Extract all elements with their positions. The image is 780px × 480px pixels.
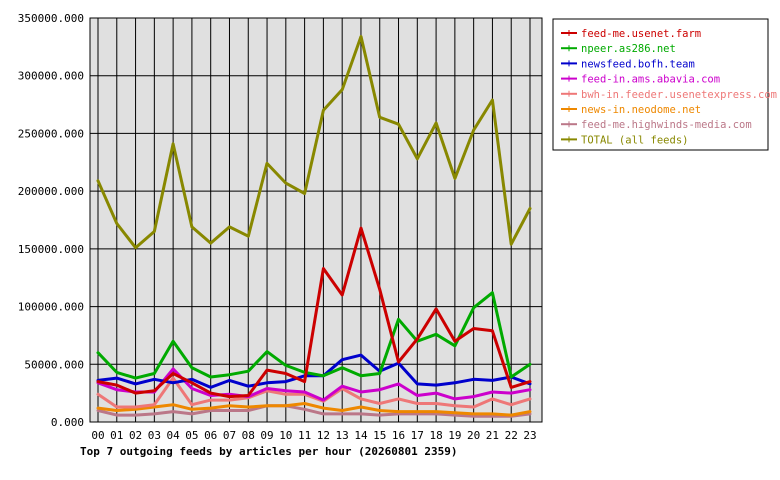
y-tick-label: 350000.000 — [18, 12, 84, 25]
legend-label: TOTAL (all feeds) — [581, 134, 688, 146]
x-tick-label: 10 — [279, 429, 292, 442]
legend-label: feed-me.usenet.farm — [581, 28, 701, 40]
legend-label: feed-in.ams.abavia.com — [581, 74, 720, 86]
legend-item: feed-me.usenet.farm — [561, 28, 701, 40]
legend-item: newsfeed.bofh.team — [561, 58, 695, 70]
legend-label: feed-me.highwinds-media.com — [581, 119, 752, 131]
y-tick-label: 50000.000 — [24, 358, 84, 371]
x-tick-label: 03 — [148, 429, 161, 442]
legend-item: bwh-in.feeder.usenetexpress.com — [561, 89, 777, 101]
x-tick-label: 02 — [129, 429, 142, 442]
x-tick-label: 23 — [523, 429, 536, 442]
x-tick-label: 22 — [505, 429, 518, 442]
y-tick-label: 0.000 — [51, 416, 84, 429]
legend: feed-me.usenet.farm npeer.as286.net newsfe… — [552, 18, 777, 151]
plot-frame — [89, 17, 543, 423]
x-tick-label: 15 — [373, 429, 386, 442]
x-tick-label: 08 — [242, 429, 255, 442]
legend-item: npeer.as286.net — [561, 43, 676, 55]
legend-label: newsfeed.bofh.team — [581, 58, 695, 70]
x-tick-label: 01 — [110, 429, 123, 442]
series-line-feed-in-ams-abavia-com — [96, 367, 532, 402]
series-line-newsfeed-bofh-team — [96, 353, 532, 389]
x-tick-label: 07 — [223, 429, 236, 442]
x-tick-label: 18 — [429, 429, 442, 442]
y-tick-label: 300000.000 — [18, 70, 84, 83]
x-tick-label: 09 — [260, 429, 273, 442]
series-line-feed-me-usenet-farm — [96, 226, 532, 399]
x-tick-label: 13 — [336, 429, 349, 442]
legend-item: news-in.neodome.net — [561, 104, 701, 116]
series-line-news-in-neodome-net — [96, 402, 532, 417]
x-tick-label: 04 — [167, 429, 181, 442]
x-tick-label: 06 — [204, 429, 217, 442]
y-tick-label: 200000.000 — [18, 185, 84, 198]
y-tick-label: 150000.000 — [18, 243, 84, 256]
series-lines — [96, 35, 532, 418]
x-tick-label: 11 — [298, 429, 311, 442]
chart-title: Top 7 outgoing feeds by articles per hou… — [80, 445, 458, 458]
legend-item: feed-in.ams.abavia.com — [561, 74, 720, 86]
y-tick-label: 100000.000 — [18, 301, 84, 314]
x-axis-ticks: 00 01 02 03 04 05 06 07 08 09 10 11 12 13 14 15 16 17 18 19… — [91, 429, 536, 442]
x-tick-label: 12 — [317, 429, 330, 442]
x-tick-label: 16 — [392, 429, 405, 442]
x-tick-label: 00 — [91, 429, 104, 442]
x-tick-label: 17 — [411, 429, 424, 442]
legend-label: bwh-in.feeder.usenetexpress.com — [581, 89, 777, 101]
x-tick-label: 19 — [448, 429, 461, 442]
x-tick-label: 20 — [467, 429, 480, 442]
series-line-total-all-feeds- — [96, 35, 532, 250]
legend-item: TOTAL (all feeds) — [561, 134, 688, 146]
series-line-feed-me-highwinds-media-com — [96, 404, 532, 418]
x-tick-label: 21 — [486, 429, 499, 442]
legend-item: feed-me.highwinds-media.com — [561, 119, 752, 131]
y-axis-ticks: 0.000 50000.000 100000.000 150000.000 200000… — [18, 12, 84, 429]
y-tick-label: 250000.000 — [18, 127, 84, 140]
x-tick-label: 05 — [185, 429, 198, 442]
legend-label: news-in.neodome.net — [581, 104, 701, 116]
legend-box — [552, 18, 769, 151]
x-tick-label: 14 — [354, 429, 368, 442]
legend-label: npeer.as286.net — [581, 43, 676, 55]
